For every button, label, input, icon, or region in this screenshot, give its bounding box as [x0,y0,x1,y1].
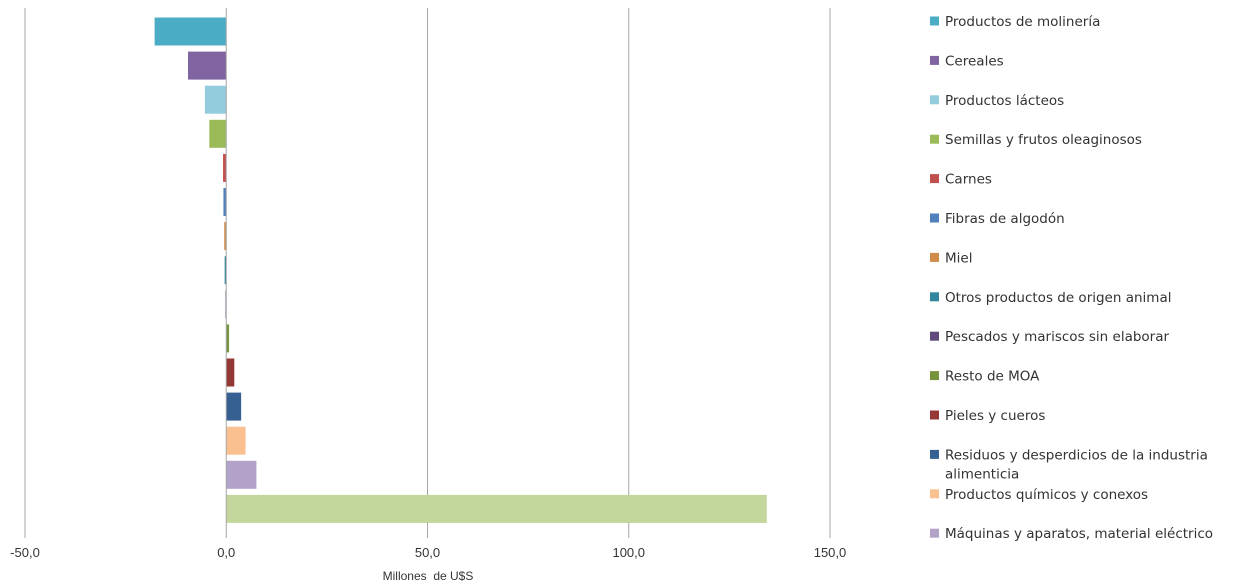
legend-swatch-10 [930,410,939,420]
legend-label-0: Productos de molinería [945,14,1100,30]
legend-label-7: Otros productos de origen animal [945,290,1171,306]
bar-1 [188,51,227,80]
legend-label-11-line-0: Residuos y desperdicios de la industria [945,447,1208,463]
bar-13 [226,460,257,489]
x-axis-title: Millones de U$S [383,569,474,583]
bar-7 [224,256,227,285]
bar-2 [204,85,227,114]
legend-swatch-6 [930,252,939,262]
legend-label-12: Productos químicos y conexos [945,487,1148,503]
bar-10 [226,358,235,387]
x-tick-label-3: 100,0 [612,545,645,560]
bar-14 [226,494,767,523]
bar-11 [226,392,242,421]
legend-swatch-2 [930,95,939,105]
legend-swatch-13 [930,528,939,538]
legend-label-8: Pescados y mariscos sin elaborar [945,329,1170,345]
legend-swatch-11 [930,449,939,459]
bars [154,17,767,523]
legend: Productos de molinería Cereales Productos … [930,14,1213,542]
x-tick-label-2: 50,0 [415,545,440,560]
legend-label-5: Fibras de algodón [945,211,1065,227]
legend-label-6: Miel [945,250,972,266]
legend-label-11-line-1: alimenticia [945,466,1019,482]
x-tick-label-1: 0,0 [217,545,235,560]
bar-9 [226,324,230,353]
legend-swatch-9 [930,371,939,381]
x-tick-labels: -50,0 0,0 50,0 100,0 150,0 [10,545,846,560]
bar-12 [226,426,246,455]
bar-5 [223,188,227,216]
legend-swatch-8 [930,331,939,341]
bar-4 [223,153,227,182]
legend-swatch-4 [930,174,939,184]
bar-6 [224,222,227,251]
legend-label-2: Productos lácteos [945,93,1064,109]
legend-swatch-3 [930,134,939,144]
bar-0 [154,17,227,46]
legend-label-1: Cereales [945,53,1004,69]
gridlines [24,8,831,538]
legend-swatch-5 [930,213,939,223]
legend-swatch-7 [930,292,939,302]
x-tick-label-0: -50,0 [10,545,40,560]
legend-swatch-0 [930,16,939,26]
legend-label-10: Pieles y cueros [945,408,1045,424]
legend-swatch-1 [930,55,939,65]
x-tick-label-4: 150,0 [814,545,847,560]
bar-3 [209,119,227,148]
legend-label-4: Carnes [945,172,992,188]
legend-swatch-12 [930,489,939,499]
legend-label-9: Resto de MOA [945,369,1040,385]
legend-label-3: Semillas y frutos oleaginosos [945,132,1142,148]
legend-label-13: Máquinas y aparatos, material eléctrico [945,526,1213,542]
